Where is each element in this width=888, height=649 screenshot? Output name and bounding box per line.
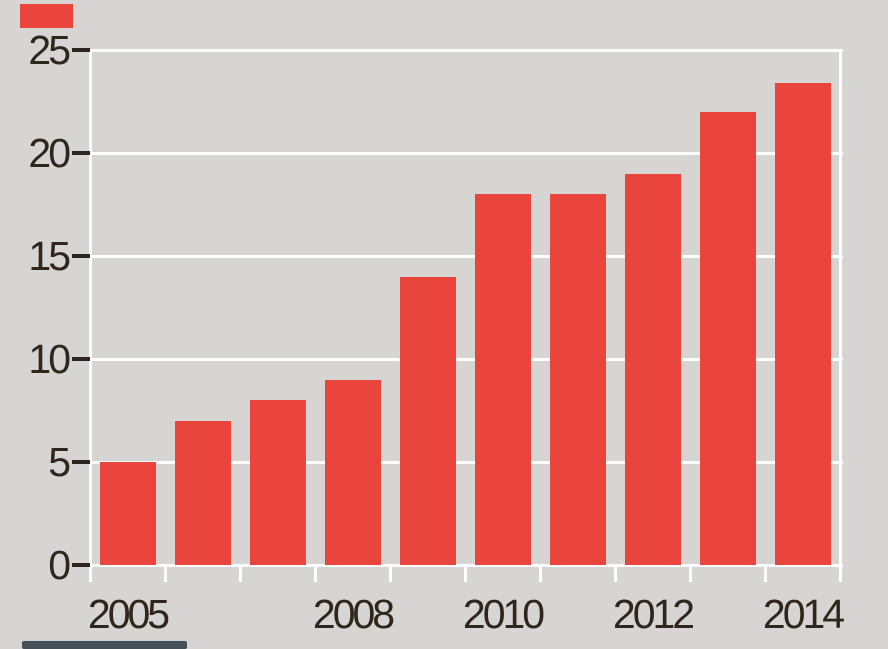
y-axis-line: [89, 49, 92, 582]
bar-2014: [774, 82, 831, 565]
y-tick-label-5: 5: [48, 439, 71, 485]
bar-2009: [399, 276, 456, 565]
gridline-y-10: [90, 358, 843, 361]
bar-2006: [174, 420, 231, 565]
y-tick-label-10: 10: [28, 336, 71, 382]
plot-area: [89, 49, 843, 582]
bar-2007: [249, 400, 306, 565]
x-tick-label-2014: 2014: [762, 591, 845, 637]
x-tick-label-2008: 2008: [312, 591, 395, 637]
gridline-y-0: [90, 564, 843, 567]
bar-2008: [324, 379, 381, 565]
gridline-y-5: [90, 461, 843, 464]
gridline-y-25: [90, 49, 843, 52]
y-axis-tick-10: [72, 357, 90, 361]
x-axis-tick-4: [388, 565, 392, 582]
x-axis-tick-1: [163, 565, 167, 582]
x-tick-label-2005: 2005: [87, 591, 170, 637]
y-tick-label-0: 0: [48, 542, 71, 588]
plot-right-border: [839, 49, 842, 582]
y-tick-label-20: 20: [28, 130, 71, 176]
brand-tab-cropped: [20, 4, 73, 28]
gridline-y-15: [90, 255, 843, 258]
y-axis-tick-5: [72, 460, 90, 464]
y-tick-label-15: 15: [28, 233, 71, 279]
y-axis-tick-0: [72, 563, 90, 567]
y-axis-tick-15: [72, 254, 90, 258]
y-axis-tick-25: [72, 48, 90, 52]
bar-2011: [549, 194, 606, 565]
x-axis-tick-9: [763, 565, 767, 582]
gridline-y-20: [90, 152, 843, 155]
x-tick-label-2012: 2012: [612, 591, 695, 637]
y-axis-tick-20: [72, 151, 90, 155]
bar-2013: [699, 111, 756, 565]
x-axis-tick-2: [238, 565, 242, 582]
y-tick-label-25: 25: [28, 27, 71, 73]
x-axis-tick-8: [688, 565, 692, 582]
bar-2005: [99, 462, 156, 565]
x-axis-tick-3: [313, 565, 317, 582]
x-axis-tick-6: [538, 565, 542, 582]
bar-2012: [624, 173, 681, 565]
bar-2010: [474, 194, 531, 565]
cropped-source-text-remnant: [22, 641, 187, 649]
x-tick-label-2010: 2010: [462, 591, 545, 637]
x-axis-tick-5: [463, 565, 467, 582]
x-axis-tick-7: [613, 565, 617, 582]
